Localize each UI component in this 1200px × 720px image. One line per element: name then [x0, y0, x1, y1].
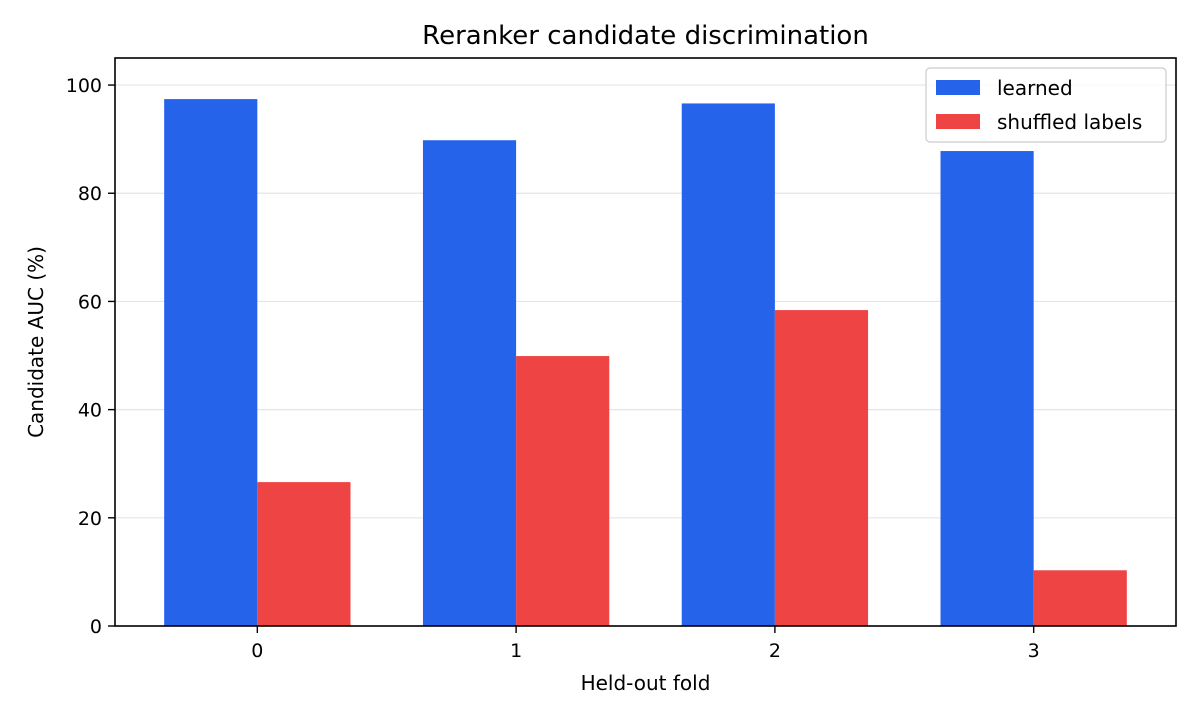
- legend-swatch-shuffled-labels: [936, 114, 980, 129]
- legend-swatch-learned: [936, 80, 980, 95]
- bar-shuffled-labels-fold-3: [1033, 570, 1127, 626]
- y-tick-label: 40: [78, 400, 102, 422]
- bar-learned-fold-3: [940, 151, 1034, 626]
- x-tick-label: 3: [1028, 640, 1040, 662]
- y-axis-label: Candidate AUC (%): [24, 246, 48, 438]
- legend-label-learned: learned: [997, 76, 1073, 100]
- legend-label-shuffled-labels: shuffled labels: [997, 110, 1142, 134]
- bar-learned-fold-1: [422, 140, 517, 626]
- x-axis-ticks: 0 1 2 3: [251, 626, 1040, 662]
- y-tick-label: 0: [90, 616, 102, 638]
- bar-shuffled-labels-fold-0: [257, 482, 351, 626]
- legend: learned shuffled labels: [925, 67, 1167, 143]
- x-axis-label: Held-out fold: [581, 671, 711, 695]
- bar-shuffled-labels-fold-2: [774, 310, 869, 626]
- y-tick-label: 80: [78, 183, 102, 205]
- y-tick-label: 100: [66, 75, 102, 97]
- chart-title: Reranker candidate discrimination: [422, 21, 869, 51]
- bars: [164, 99, 1127, 627]
- x-tick-label: 2: [769, 640, 781, 662]
- y-tick-label: 60: [78, 291, 102, 313]
- bar-shuffled-labels-fold-1: [516, 356, 610, 626]
- plot-frame: [114, 57, 1177, 627]
- x-tick-label: 1: [510, 640, 522, 662]
- legend-box: [925, 67, 1167, 143]
- y-axis-ticks: 0 20 40 60 80 100: [66, 75, 115, 638]
- x-tick-label: 0: [251, 640, 263, 662]
- bar-learned-fold-2: [681, 103, 775, 626]
- bar-learned-fold-0: [164, 99, 258, 627]
- y-tick-label: 20: [78, 508, 102, 530]
